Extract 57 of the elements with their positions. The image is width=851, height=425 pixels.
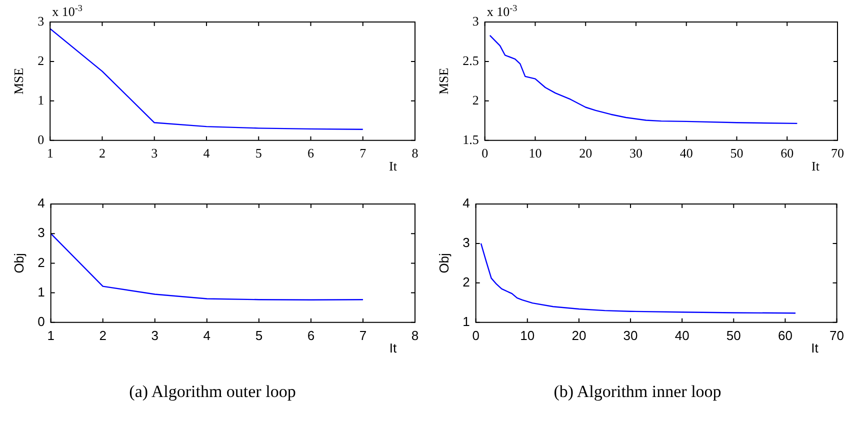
y-tick-label: 1 bbox=[38, 284, 45, 300]
y-tick-label: 0 bbox=[38, 314, 45, 329]
y-tick-label: 1 bbox=[38, 92, 44, 108]
x-tick-label: 10 bbox=[520, 328, 535, 343]
x-tick-label: 4 bbox=[203, 146, 210, 161]
x-tick-label: 10 bbox=[528, 146, 542, 161]
x-axis-title: It bbox=[389, 340, 397, 356]
x-tick-label: 60 bbox=[778, 328, 792, 343]
x-axis-title: It bbox=[389, 158, 398, 174]
text: (a) Algorithm outer loop bbox=[128, 382, 297, 402]
x-tick-label: 2 bbox=[99, 328, 106, 343]
x-tick-label: 5 bbox=[255, 328, 263, 343]
x-tick-label: 1 bbox=[47, 328, 54, 343]
y-tick-label: 4 bbox=[462, 196, 470, 211]
y-tick-label: 1.5 bbox=[462, 132, 479, 147]
y-tick-label: 3 bbox=[38, 13, 44, 28]
x-tick-label: 7 bbox=[360, 146, 367, 161]
y-tick-label: 0 bbox=[38, 132, 44, 147]
x-tick-label: 7 bbox=[359, 328, 367, 343]
x-tick-label: 40 bbox=[674, 328, 690, 343]
x-tick-label: 50 bbox=[730, 146, 744, 161]
x-tick-label: 3 bbox=[151, 146, 158, 161]
y-tick-label: 2.5 bbox=[462, 52, 479, 68]
y-tick-label: 3 bbox=[472, 13, 479, 28]
y-tick-label: 4 bbox=[38, 196, 45, 211]
y-tick-label: 2 bbox=[462, 274, 470, 290]
x-tick-label: 20 bbox=[579, 146, 592, 161]
x-tick-label: 60 bbox=[780, 146, 794, 161]
y-tick-label: 3 bbox=[38, 225, 45, 240]
x-tick-label: 0 bbox=[482, 146, 488, 161]
x-tick-label: 6 bbox=[307, 328, 315, 343]
x-axis-title: It bbox=[812, 158, 820, 174]
y-axis-title: Obj bbox=[436, 252, 452, 274]
x-tick-label: 40 bbox=[680, 146, 693, 161]
y-axis-title: MSE bbox=[436, 68, 452, 95]
y-tick-label: 3 bbox=[462, 235, 470, 250]
x-tick-label: 6 bbox=[307, 146, 314, 161]
x-tick-label: 5 bbox=[255, 146, 262, 161]
x-tick-label: 3 bbox=[151, 328, 158, 343]
y-axis-title: MSE bbox=[11, 68, 26, 95]
x-tick-label: 70 bbox=[831, 146, 844, 161]
y-axis-title: Obj bbox=[11, 252, 26, 274]
x-tick-label: 20 bbox=[572, 328, 586, 343]
x-tick-label: 50 bbox=[726, 328, 741, 343]
text: (b) Algorithm inner loop bbox=[552, 382, 722, 402]
x-tick-label: 8 bbox=[412, 146, 418, 161]
x-tick-label: 30 bbox=[623, 328, 638, 343]
y-tick-label: 2 bbox=[38, 254, 45, 270]
x-tick-label: 30 bbox=[629, 146, 642, 161]
x-tick-label: 2 bbox=[98, 146, 106, 161]
x-tick-label: 70 bbox=[830, 328, 844, 343]
y-tick-label: 1 bbox=[462, 314, 470, 329]
x-tick-label: 8 bbox=[411, 328, 419, 343]
y-tick-label: 2 bbox=[38, 52, 44, 68]
x-tick-label: 4 bbox=[203, 328, 211, 343]
x-axis-title: It bbox=[811, 340, 819, 356]
y-tick-label: 2 bbox=[472, 92, 479, 108]
